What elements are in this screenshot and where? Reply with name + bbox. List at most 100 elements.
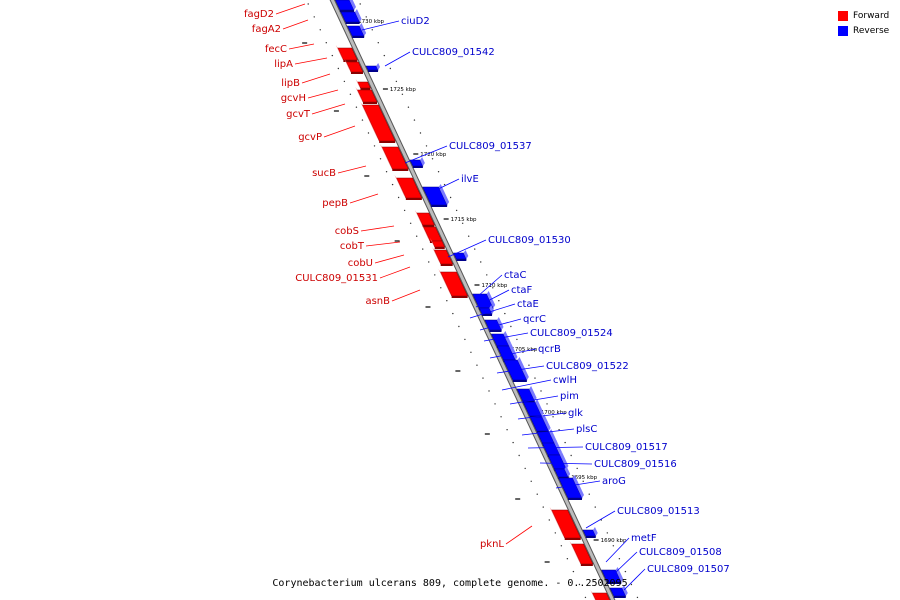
gene-highlight [335,45,344,60]
gene-highlight [503,331,511,346]
forward-gene[interactable] [438,269,469,298]
forward-gene-label[interactable]: cobT [340,241,365,252]
forward-gene[interactable] [355,87,378,104]
reverse-gene[interactable] [484,317,504,332]
forward-leader-line [301,73,331,84]
forward-gene-label[interactable]: cobS [335,226,359,237]
gene-highlight [535,399,544,416]
reverse-gene-label[interactable]: glk [568,408,583,419]
forward-gene[interactable] [335,45,358,62]
reverse-gene-label[interactable]: pim [560,391,579,402]
gene-shadow [564,538,581,540]
reverse-gene-label[interactable]: plsC [576,424,597,435]
forward-gene-label[interactable]: pknL [480,539,504,550]
minor-tick [516,338,518,341]
reverse-gene-label[interactable]: ciuD2 [401,16,430,27]
minor-tick [325,42,327,44]
reverse-gene-label[interactable]: metF [631,533,657,544]
minor-tick [419,132,422,134]
reverse-gene[interactable] [609,585,628,598]
reverse-gene-label[interactable]: CULC809_01542 [412,47,495,58]
gene-highlight [355,79,361,88]
forward-gene-label[interactable]: cobU [348,258,373,269]
reverse-gene-label[interactable]: CULC809_01516 [594,459,677,470]
reverse-leader-line [404,145,448,164]
minor-tick [361,119,364,121]
forward-gene-label[interactable]: gcvP [298,132,322,143]
minor-tick [415,235,418,237]
gene-shadow [350,72,363,74]
reverse-gene[interactable] [365,63,381,72]
minor-tick [359,3,361,5]
gene-shadow [585,536,596,538]
reverse-gene-label[interactable]: aroG [602,476,626,487]
legend-forward: Forward [838,8,889,23]
forward-gene[interactable] [380,144,409,171]
reverse-gene-label[interactable]: CULC809_01537 [449,141,532,152]
forward-gene-label[interactable]: lipA [274,59,293,70]
reverse-gene[interactable] [340,9,362,24]
reverse-gene[interactable] [422,184,450,207]
minor-tick [582,480,584,482]
forward-gene-label[interactable]: fecC [265,44,287,55]
gene-shadow [568,498,583,500]
gene-highlight [429,238,435,247]
forward-gene-label[interactable]: sucB [312,168,336,179]
reverse-gene-label[interactable]: CULC809_01507 [647,564,730,575]
legend-reverse-label: Reverse [853,25,890,36]
reverse-gene-label[interactable]: CULC809_01517 [585,442,668,453]
gene-shadow [607,582,622,584]
forward-gene[interactable] [344,59,364,74]
forward-gene-label[interactable]: gcvH [281,93,306,104]
forward-gene-label[interactable]: fagA2 [252,24,281,35]
gene-highlight [349,0,357,10]
reverse-gene[interactable] [335,0,357,12]
reverse-gene-label[interactable]: CULC809_01508 [639,547,722,558]
forward-gene-label[interactable]: asnB [365,296,390,307]
minor-tick [313,16,315,18]
minor-tick [482,377,484,379]
reverse-leader-line [605,537,630,563]
genome-axis [330,0,615,600]
reverse-gene[interactable] [409,157,425,168]
forward-gene[interactable] [429,238,446,249]
reverse-gene-label[interactable]: ctaE [517,299,539,310]
forward-gene[interactable] [549,507,582,540]
gene-highlight [432,247,441,264]
forward-gene-label[interactable]: lipB [281,78,300,89]
forward-gene[interactable] [569,541,594,566]
reverse-gene-label[interactable]: CULC809_01522 [546,361,629,372]
reverse-gene[interactable] [601,567,624,584]
minor-tick [492,287,494,289]
forward-gene[interactable] [432,247,454,266]
reverse-gene-label[interactable]: CULC809_01530 [488,235,571,246]
forward-gene[interactable] [355,79,371,90]
minor-tick [524,467,526,470]
reverse-gene[interactable] [453,250,469,261]
reverse-gene-label[interactable]: qcrC [523,314,546,325]
reverse-gene-label[interactable]: ilvE [461,174,479,185]
minor-tick [548,519,550,521]
reverse-gene[interactable] [582,527,598,538]
reverse-gene[interactable] [553,466,571,479]
forward-gene-label[interactable]: gcvT [286,109,311,120]
minor-tick [395,80,398,83]
forward-gene-label[interactable]: CULC809_01531 [295,273,378,284]
gene-highlight [438,184,450,205]
reverse-gene[interactable] [558,475,585,500]
reverse-gene-label[interactable]: qcrB [538,344,561,355]
forward-gene[interactable] [414,210,435,227]
forward-gene[interactable] [360,102,396,143]
reverse-gene-label[interactable]: cwlH [553,375,577,386]
forward-gene-label[interactable]: fagD2 [244,9,274,20]
gene-highlight [394,175,406,198]
forward-gene[interactable] [394,175,423,200]
reverse-gene-label[interactable]: CULC809_01513 [617,506,700,517]
reverse-gene-label[interactable]: ctaF [511,285,533,296]
reverse-gene-label[interactable]: CULC809_01524 [530,328,613,339]
tick-label: 1720 kbp [420,152,446,158]
reverse-gene-label[interactable]: ctaC [504,270,527,281]
gene-shadow [368,70,379,72]
minor-tick [371,29,373,31]
forward-gene-label[interactable]: pepB [322,198,348,209]
